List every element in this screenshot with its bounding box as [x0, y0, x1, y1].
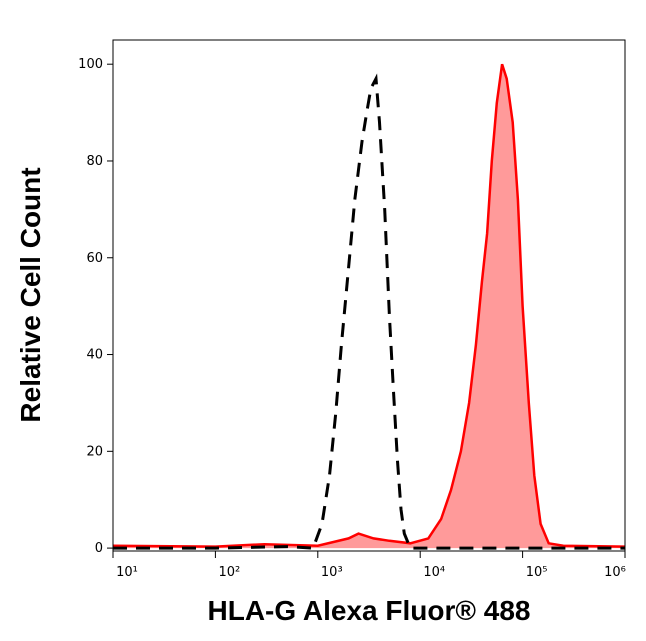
x-tick-label: 10³	[321, 565, 343, 580]
y-tick-label: 80	[86, 154, 103, 169]
x-tick-label: 10⁶	[604, 565, 626, 580]
y-tick-label: 60	[86, 251, 103, 266]
histogram-line	[113, 73, 625, 550]
x-tick-label: 10²	[219, 565, 241, 580]
y-tick-label: 40	[86, 348, 103, 363]
histogram-line	[112, 63, 626, 548]
x-tick-label: 10⁵	[526, 565, 548, 580]
y-tick-label: 0	[95, 541, 103, 556]
x-tick-label: 10⁴	[423, 565, 445, 580]
x-axis-title: HLA-G Alexa Fluor® 488	[208, 595, 531, 626]
plot-frame	[112, 39, 626, 552]
histogram-area	[113, 64, 625, 549]
y-axis-title: Relative Cell Count	[15, 167, 46, 422]
y-tick-label: 20	[86, 444, 103, 459]
y-tick-label: 100	[78, 57, 103, 72]
x-tick-label: 10¹	[116, 565, 138, 580]
